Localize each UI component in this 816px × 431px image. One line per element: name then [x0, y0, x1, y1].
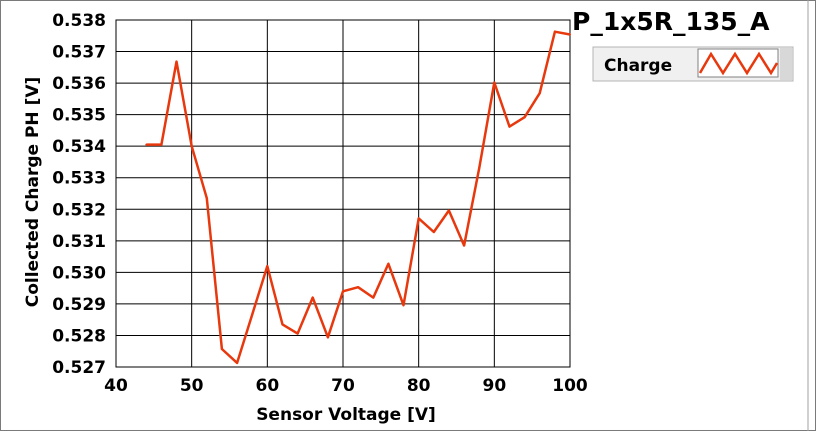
x-axis-title: Sensor Voltage [V] [256, 405, 436, 425]
data-point [145, 143, 148, 146]
data-point [205, 197, 208, 200]
y-tick-label: 0.538 [52, 11, 106, 31]
y-tick-label: 0.529 [52, 295, 106, 315]
data-point [281, 323, 284, 326]
data-point [569, 33, 571, 36]
data-point [326, 336, 329, 339]
y-tick-labels: 0.527 0.528 0.529 0.530 0.531 0.532 0.533 0.534… [52, 11, 106, 378]
data-point [160, 143, 163, 146]
data-point [190, 145, 193, 148]
data-point [357, 286, 360, 289]
data-point [493, 81, 496, 84]
x-tick-label: 40 [104, 376, 128, 396]
data-point [311, 296, 314, 299]
data-point [296, 332, 299, 335]
data-point [432, 231, 435, 233]
x-tick-labels: 40 50 60 70 80 90 100 [104, 376, 588, 396]
data-point [463, 244, 466, 247]
chart-title: P_1x5R_135_A [572, 7, 770, 36]
y-tick-label: 0.535 [52, 106, 106, 126]
y-tick-label: 0.531 [52, 232, 106, 252]
data-point [251, 313, 254, 316]
series-layer [145, 30, 571, 365]
y-tick-label: 0.530 [52, 263, 106, 283]
data-point [387, 262, 390, 265]
y-tick-label: 0.532 [52, 200, 106, 220]
legend[interactable]: Charge [592, 46, 794, 82]
x-tick-label: 70 [331, 376, 355, 396]
y-tick-label: 0.533 [52, 169, 106, 189]
x-tick-label: 60 [255, 376, 279, 396]
data-point [266, 265, 269, 268]
data-point [417, 217, 420, 220]
data-point [553, 30, 556, 33]
data-point [523, 116, 526, 119]
grid [116, 20, 570, 367]
x-tick-label: 80 [407, 376, 431, 396]
x-tick-label: 90 [482, 376, 506, 396]
data-point [478, 167, 481, 170]
y-tick-label: 0.536 [52, 74, 106, 94]
data-point [372, 296, 375, 299]
data-point [538, 92, 541, 95]
y-tick-label: 0.528 [52, 326, 106, 346]
data-point [220, 348, 223, 350]
x-tick-label: 50 [180, 376, 204, 396]
data-point [402, 304, 405, 307]
y-tick-label: 0.537 [52, 43, 106, 63]
x-tick-label: 100 [552, 376, 588, 396]
legend-scroll-edge [780, 48, 792, 80]
data-point [236, 361, 239, 364]
data-point [342, 290, 344, 293]
y-tick-label: 0.527 [52, 358, 106, 378]
data-point [447, 209, 450, 212]
legend-label: Charge [604, 56, 672, 76]
data-point [508, 125, 511, 128]
y-tick-label: 0.534 [52, 137, 106, 157]
y-axis-title: Collected Charge PH [V] [23, 77, 43, 308]
legend-swatch-line [698, 51, 779, 76]
data-point [175, 60, 178, 63]
